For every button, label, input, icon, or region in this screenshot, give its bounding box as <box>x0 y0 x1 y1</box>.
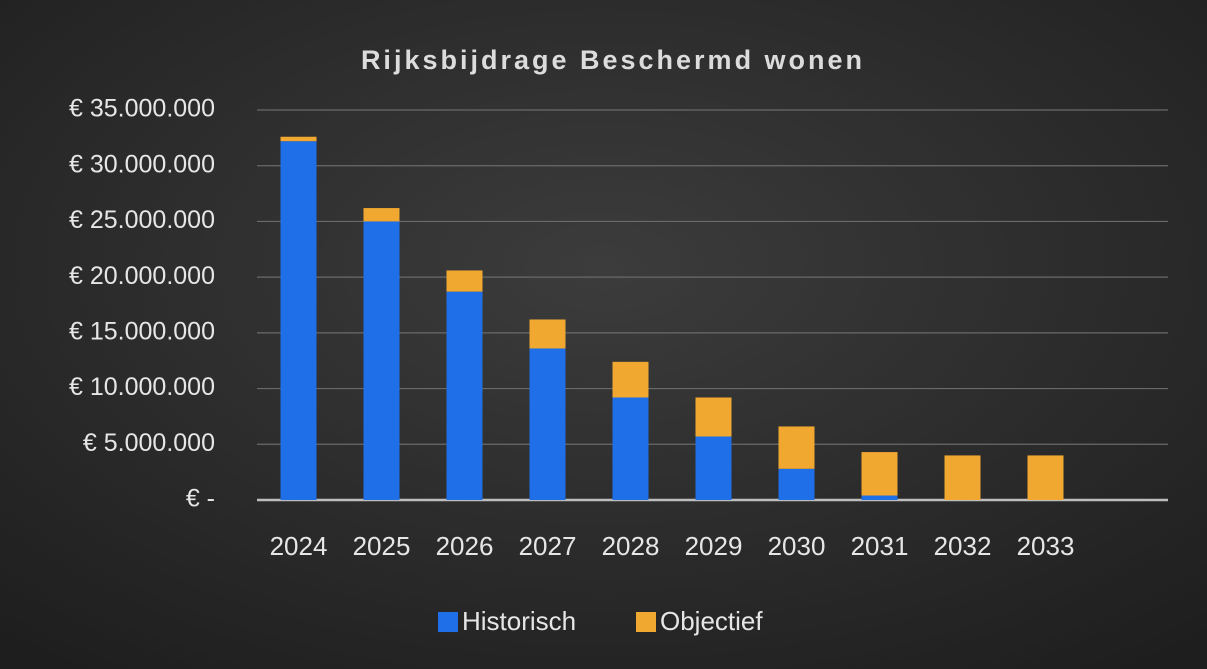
bar-segment <box>861 495 898 500</box>
legend-label: Objectief <box>660 606 763 636</box>
bar-segment <box>529 319 566 349</box>
x-tick-label: 2027 <box>519 531 577 561</box>
bar-segment <box>778 426 815 469</box>
x-tick-label: 2024 <box>270 531 328 561</box>
bar-segment <box>612 361 649 398</box>
bar-segment <box>612 397 649 500</box>
x-tick-label: 2032 <box>934 531 992 561</box>
y-tick-label: € 10.000.000 <box>69 373 215 401</box>
bar-segment <box>778 468 815 500</box>
y-tick-label: € 20.000.000 <box>69 262 215 290</box>
bar-segment <box>363 221 400 500</box>
legend-label: Historisch <box>462 606 576 636</box>
bar-segment <box>446 291 483 500</box>
bar-segment <box>1027 455 1064 500</box>
bar-segment <box>446 270 483 292</box>
bar-segment <box>695 436 732 500</box>
bar-segment <box>529 348 566 500</box>
x-tick-label: 2028 <box>602 531 660 561</box>
bar-segment <box>861 452 898 496</box>
x-tick-label: 2033 <box>1017 531 1075 561</box>
legend-swatch <box>438 612 458 632</box>
x-tick-label: 2025 <box>353 531 411 561</box>
x-tick-label: 2031 <box>851 531 909 561</box>
x-tick-label: 2030 <box>768 531 826 561</box>
bar-segment <box>280 141 317 500</box>
y-tick-label: € 25.000.000 <box>69 206 215 234</box>
x-tick-label: 2029 <box>685 531 743 561</box>
y-tick-label: € 15.000.000 <box>69 317 215 345</box>
bar-segment <box>695 397 732 437</box>
x-tick-label: 2026 <box>436 531 494 561</box>
y-tick-label: € 30.000.000 <box>69 150 215 178</box>
bar-segment <box>944 455 981 500</box>
y-tick-label: € 35.000.000 <box>69 95 215 123</box>
bar-segment <box>363 208 400 222</box>
chart-title: Rijksbijdrage Beschermd wonen <box>361 45 865 75</box>
y-tick-label: € 5.000.000 <box>83 429 215 457</box>
y-tick-label: € - <box>186 485 215 513</box>
bar-segment <box>280 136 317 142</box>
legend-swatch <box>636 612 656 632</box>
